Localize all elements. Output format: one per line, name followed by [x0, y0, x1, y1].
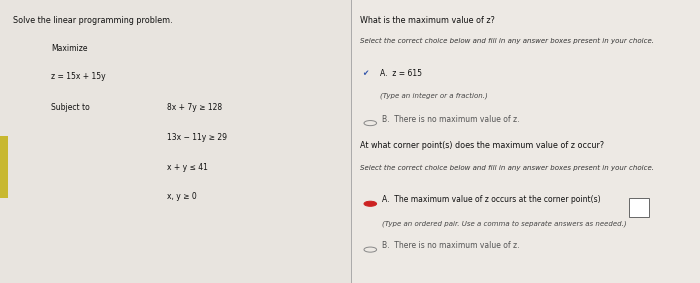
Text: Subject to: Subject to	[51, 103, 90, 112]
FancyBboxPatch shape	[0, 0, 351, 283]
Text: A.  The maximum value of z occurs at the corner point(s): A. The maximum value of z occurs at the …	[382, 195, 600, 204]
Text: 13x − 11y ≥ 29: 13x − 11y ≥ 29	[167, 133, 227, 142]
Text: Maximize: Maximize	[51, 44, 88, 53]
Text: What is the maximum value of z?: What is the maximum value of z?	[360, 16, 496, 25]
Text: x + y ≤ 41: x + y ≤ 41	[167, 163, 207, 172]
Text: (Type an ordered pair. Use a comma to separate answers as needed.): (Type an ordered pair. Use a comma to se…	[382, 220, 626, 227]
Text: At what corner point(s) does the maximum value of z occur?: At what corner point(s) does the maximum…	[360, 142, 605, 151]
Text: ✔: ✔	[362, 69, 368, 78]
Text: Select the correct choice below and fill in any answer boxes present in your cho: Select the correct choice below and fill…	[360, 38, 654, 44]
Text: z = 15x + 15y: z = 15x + 15y	[51, 72, 106, 81]
Text: 8x + 7y ≥ 128: 8x + 7y ≥ 128	[167, 103, 222, 112]
Text: x, y ≥ 0: x, y ≥ 0	[167, 192, 196, 201]
Text: Solve the linear programming problem.: Solve the linear programming problem.	[13, 16, 172, 25]
Circle shape	[364, 201, 377, 206]
Text: (Type an integer or a fraction.): (Type an integer or a fraction.)	[380, 93, 488, 99]
Text: B.  There is no maximum value of z.: B. There is no maximum value of z.	[382, 241, 519, 250]
Bar	[0, 136, 8, 198]
FancyBboxPatch shape	[629, 198, 649, 217]
Text: B.  There is no maximum value of z.: B. There is no maximum value of z.	[382, 115, 519, 124]
Text: A.  z = 615: A. z = 615	[380, 69, 422, 78]
Text: Select the correct choice below and fill in any answer boxes present in your cho: Select the correct choice below and fill…	[360, 165, 654, 171]
